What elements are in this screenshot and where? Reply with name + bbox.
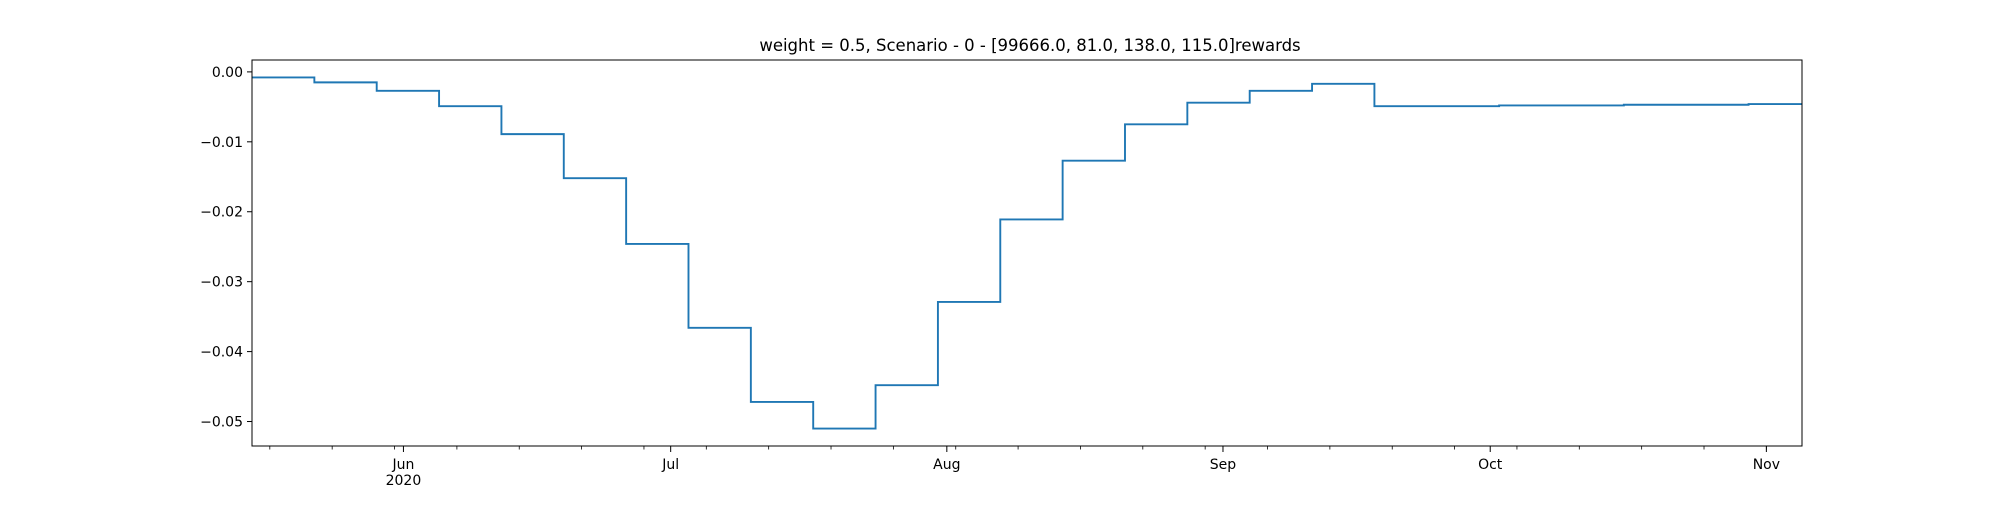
x-tick-sublabel: 2020	[386, 473, 422, 489]
y-tick-label: −0.03	[200, 275, 243, 291]
y-tick-label: 0.00	[212, 65, 243, 81]
chart-title: weight = 0.5, Scenario - 0 - [99666.0, 8…	[759, 36, 1300, 55]
plot-frame	[251, 59, 1803, 447]
series-line-0	[252, 76, 1802, 430]
y-tick-label: −0.02	[200, 205, 243, 221]
x-tick-label: Aug	[933, 457, 960, 473]
x-tick-label: Nov	[1753, 457, 1780, 473]
x-tick-label: Jul	[661, 457, 679, 473]
y-tick-label: −0.04	[200, 345, 243, 361]
x-tick-label: Jun	[391, 457, 414, 473]
y-tick-label: −0.01	[200, 135, 243, 151]
x-tick-label: Oct	[1478, 457, 1503, 473]
x-tick-label: Sep	[1210, 457, 1237, 473]
y-tick-label: −0.05	[200, 415, 243, 431]
